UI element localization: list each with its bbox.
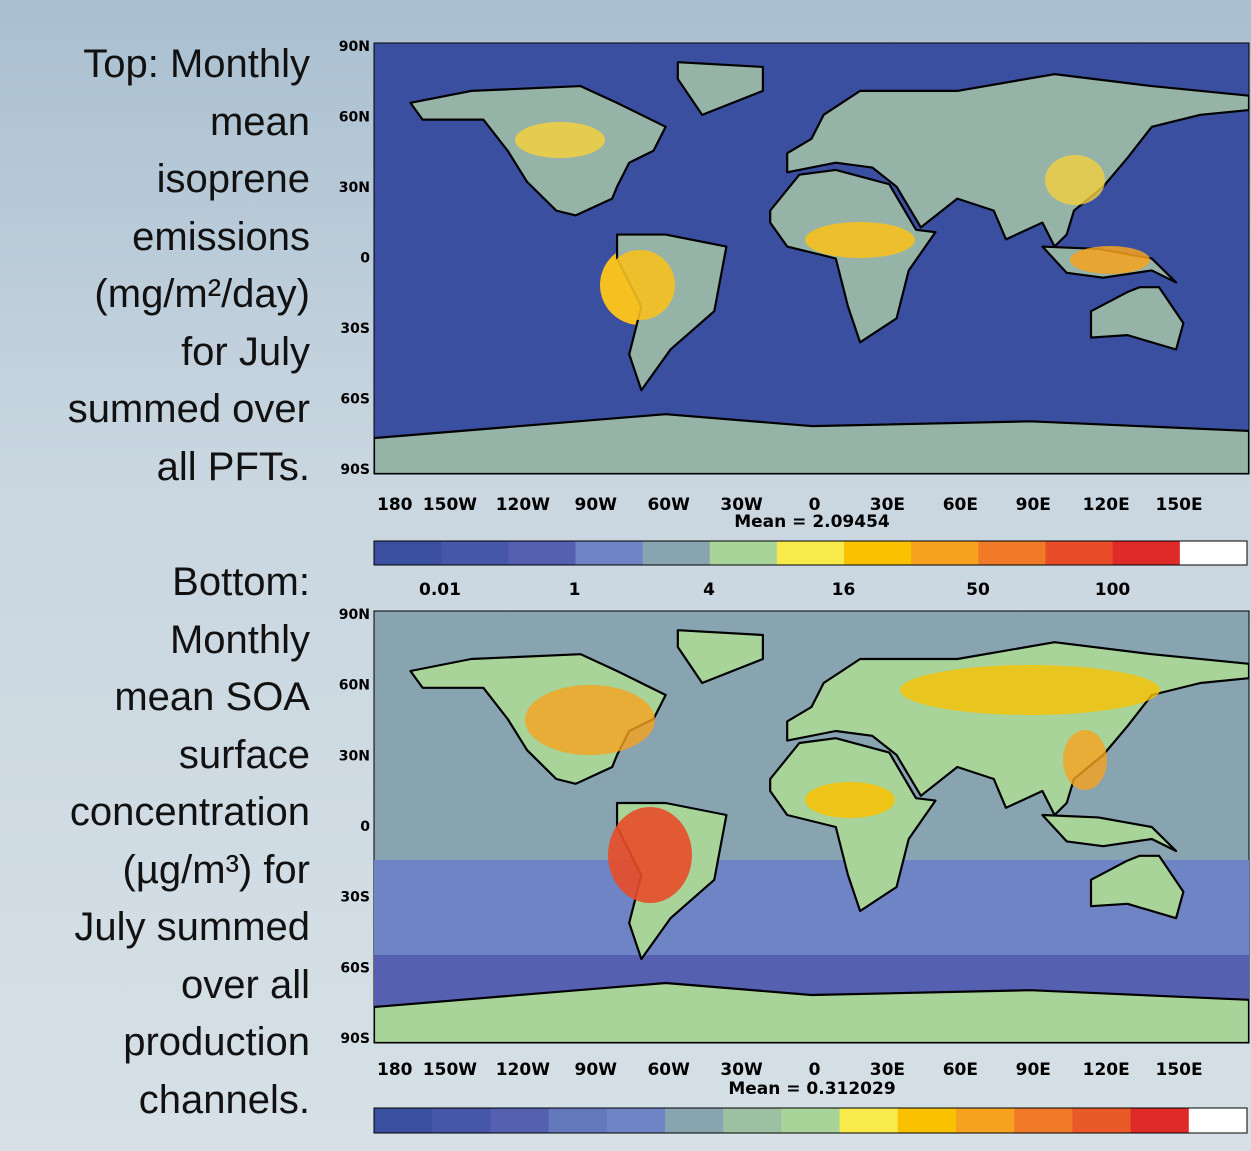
figure: 90N 60N 30N 0 30S 60S 90S 180 150W 120W 90W 60W 30W 0…	[0, 0, 1251, 1151]
colorbar-segment	[1189, 1108, 1248, 1133]
colorbar-segment	[508, 541, 576, 565]
lon-label: 150E	[1156, 1060, 1203, 1080]
lat-label: 90S	[340, 462, 370, 478]
lon-label: 30E	[870, 1060, 905, 1080]
lon-label: 60E	[943, 495, 978, 515]
colorbar-segment	[441, 541, 509, 565]
colorbar-label: 16	[832, 580, 856, 600]
lon-label: 90W	[575, 495, 618, 515]
lat-label: 30N	[339, 180, 370, 196]
lon-label: 60E	[943, 1060, 978, 1080]
colorbar-label: 50	[966, 580, 990, 600]
lon-label: 150E	[1156, 495, 1203, 515]
colorbar-label: 100	[1095, 580, 1131, 600]
colorbar-segment	[1180, 541, 1248, 565]
colorbar-segment	[710, 541, 778, 565]
lon-label: 120W	[496, 495, 550, 515]
lon-label: 90E	[1016, 1060, 1051, 1080]
lat-label: 30S	[340, 321, 370, 337]
lon-label: 180	[377, 495, 413, 515]
colorbar-segment	[898, 1108, 957, 1133]
colorbar-segment	[374, 1108, 433, 1133]
lon-label: 0	[809, 1060, 821, 1080]
colorbar-segment	[956, 1108, 1015, 1133]
lat-label: 60S	[340, 392, 370, 408]
lat-label: 60S	[340, 960, 370, 976]
lon-label: 30W	[720, 1060, 763, 1080]
colorbar-segment	[1131, 1108, 1190, 1133]
lat-label: 30N	[339, 748, 370, 764]
lat-label: 90S	[340, 1031, 370, 1047]
colorbar-segment	[777, 541, 845, 565]
lat-label: 90N	[339, 39, 370, 55]
lon-label: 60W	[647, 1060, 690, 1080]
colorbar-label: 1	[569, 580, 581, 600]
colorbar-segment	[374, 541, 442, 565]
colorbar-segment	[607, 1108, 666, 1133]
lat-label: 60N	[339, 110, 370, 126]
colorbar-segment	[911, 541, 979, 565]
colorbar-segment	[1113, 541, 1181, 565]
colorbar-segment	[643, 541, 711, 565]
colorbar-segment	[781, 1108, 840, 1133]
lon-label: 150W	[423, 1060, 477, 1080]
colorbar-segment	[549, 1108, 608, 1133]
lat-label: 0	[360, 819, 370, 835]
colorbar-segment	[665, 1108, 724, 1133]
lat-label: 0	[360, 251, 370, 267]
lon-label: 90W	[575, 1060, 618, 1080]
colorbar-segment	[840, 1108, 899, 1133]
colorbar-segment	[1072, 1108, 1131, 1133]
mean-label: Mean = 2.09454	[734, 512, 890, 532]
lon-label: 180	[377, 1060, 413, 1080]
colorbar-segment	[844, 541, 912, 565]
mean-label: Mean = 0.312029	[728, 1079, 895, 1099]
lon-label: 120W	[496, 1060, 550, 1080]
colorbar-segment	[432, 1108, 491, 1133]
lon-label: 60W	[647, 495, 690, 515]
colorbar-segment	[490, 1108, 549, 1133]
slide: Top: Monthlymeanisopreneemissions(mg/m²/…	[0, 0, 1251, 1151]
lon-label: 150W	[423, 495, 477, 515]
colorbar-segment	[723, 1108, 782, 1133]
lat-label: 30S	[340, 890, 370, 906]
colorbar-segment	[1014, 1108, 1073, 1133]
colorbar-segment	[575, 541, 643, 565]
colorbar-label: 0.01	[419, 580, 461, 600]
colorbar-label: 4	[703, 580, 715, 600]
lon-label: 120E	[1083, 495, 1130, 515]
colorbar-segment	[978, 541, 1046, 565]
lat-label: 90N	[339, 607, 370, 623]
lon-label: 120E	[1083, 1060, 1130, 1080]
lon-label: 90E	[1016, 495, 1051, 515]
colorbar-segment	[1046, 541, 1114, 565]
lat-label: 60N	[339, 678, 370, 694]
